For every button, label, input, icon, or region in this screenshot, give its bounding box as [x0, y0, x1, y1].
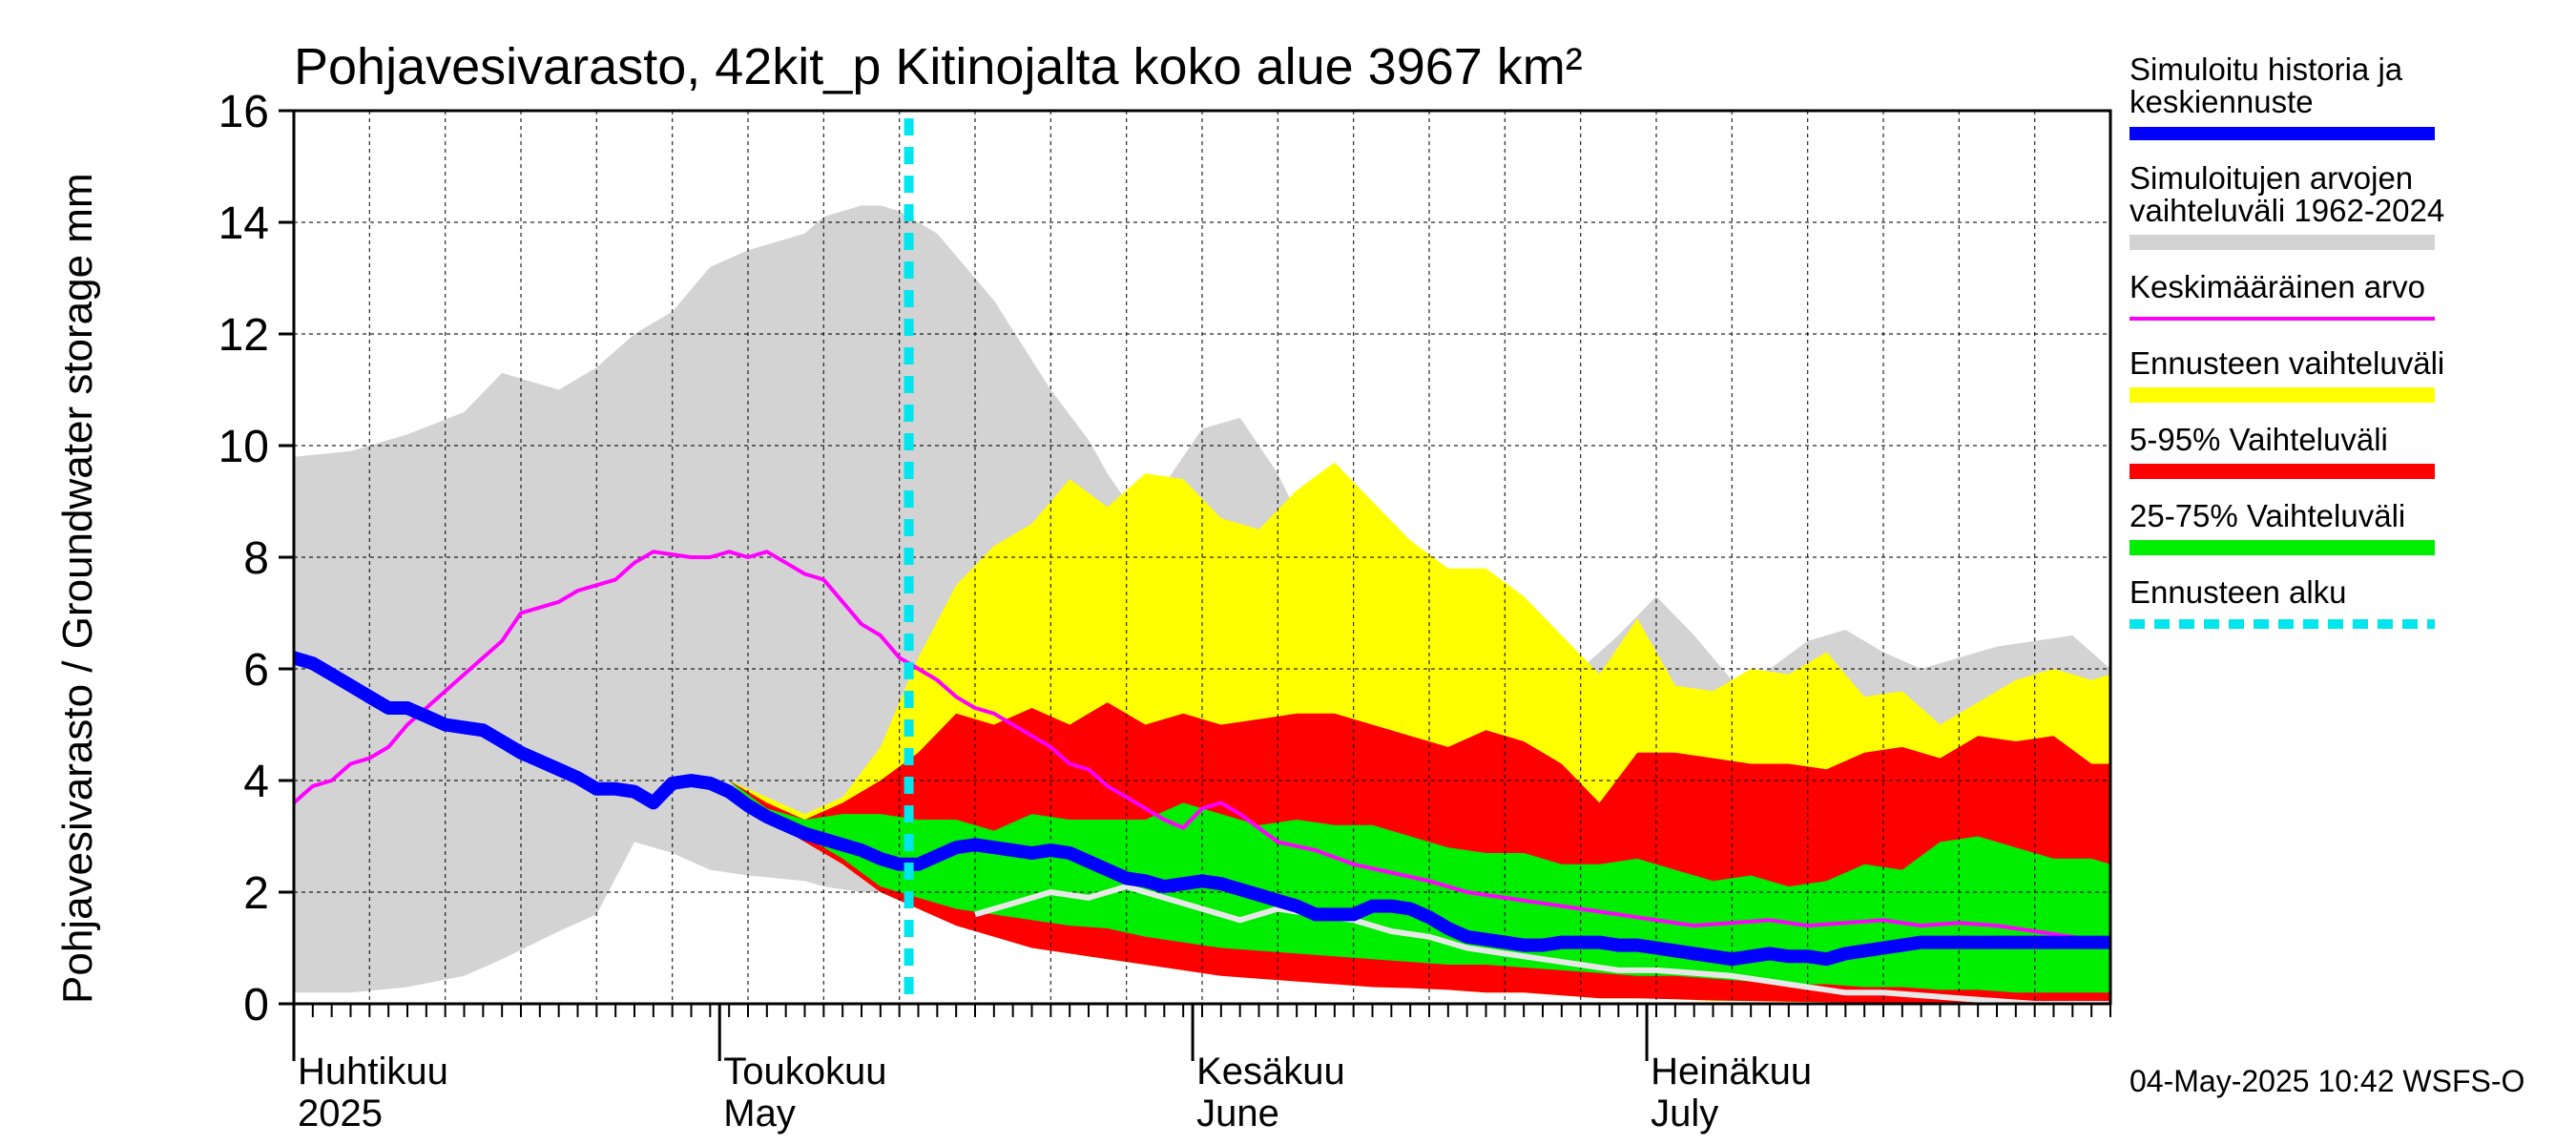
month-label-fi: Heinäkuu — [1651, 1051, 1812, 1093]
month-label-fi: Kesäkuu — [1196, 1051, 1345, 1093]
y-tick-label: 6 — [243, 645, 269, 696]
chart-title: Pohjavesivarasto, 42kit_p Kitinojalta ko… — [294, 38, 1583, 95]
legend-label: Ennusteen vaihteluväli — [2129, 345, 2444, 381]
timestamp-footer: 04-May-2025 10:42 WSFS-O — [2129, 1064, 2524, 1098]
month-label-en: May — [723, 1093, 796, 1135]
range-25-75-band — [729, 781, 2110, 993]
plot-content — [294, 111, 2110, 1004]
y-tick-label: 4 — [243, 757, 269, 807]
month-label-en: June — [1196, 1093, 1279, 1135]
legend-label-line2: keskiennuste — [2129, 84, 2314, 119]
legend: Simuloitu historia jakeskiennusteSimuloi… — [2129, 52, 2444, 629]
legend-entry-red: 5-95% Vaihteluväli — [2129, 422, 2435, 479]
legend-entry-green: 25-75% Vaihteluväli — [2129, 498, 2435, 555]
y-tick-label: 16 — [218, 87, 269, 137]
legend-label-line2: vaihteluväli 1962-2024 — [2129, 193, 2444, 228]
legend-label: Keskimääräinen arvo — [2129, 269, 2425, 304]
y-axis-label: Pohjavesivarasto / Groundwater storage m… — [54, 173, 101, 1004]
y-tick-label: 0 — [243, 980, 269, 1030]
y-tick-label: 14 — [218, 198, 269, 249]
legend-entry-yellow: Ennusteen vaihteluväli — [2129, 345, 2444, 403]
y-tick-label: 12 — [218, 310, 269, 361]
legend-label: 5-95% Vaihteluväli — [2129, 422, 2388, 457]
month-label-fi: Huhtikuu — [298, 1051, 448, 1093]
legend-label: Ennusteen alku — [2129, 574, 2347, 610]
mean-line — [294, 550, 2110, 945]
y-tick-label: 8 — [243, 533, 269, 584]
legend-label: 25-75% Vaihteluväli — [2129, 498, 2405, 533]
month-label-en: July — [1651, 1093, 1718, 1135]
legend-entry-mean: Keskimääräinen arvo — [2129, 269, 2435, 321]
historical-min-line — [974, 884, 2110, 1004]
y-tick-label: 10 — [218, 422, 269, 472]
legend-entry-forecast_start: Ennusteen alku — [2129, 574, 2435, 629]
plot-area — [294, 111, 2110, 1004]
month-label-en: 2025 — [298, 1093, 383, 1135]
median-forecast-line — [294, 651, 2110, 967]
month-label-fi: Toukokuu — [723, 1051, 886, 1093]
y-tick-label: 2 — [243, 868, 269, 919]
legend-label: Simuloitujen arvojen — [2129, 160, 2413, 196]
legend-label: Simuloitu historia ja — [2129, 52, 2403, 87]
